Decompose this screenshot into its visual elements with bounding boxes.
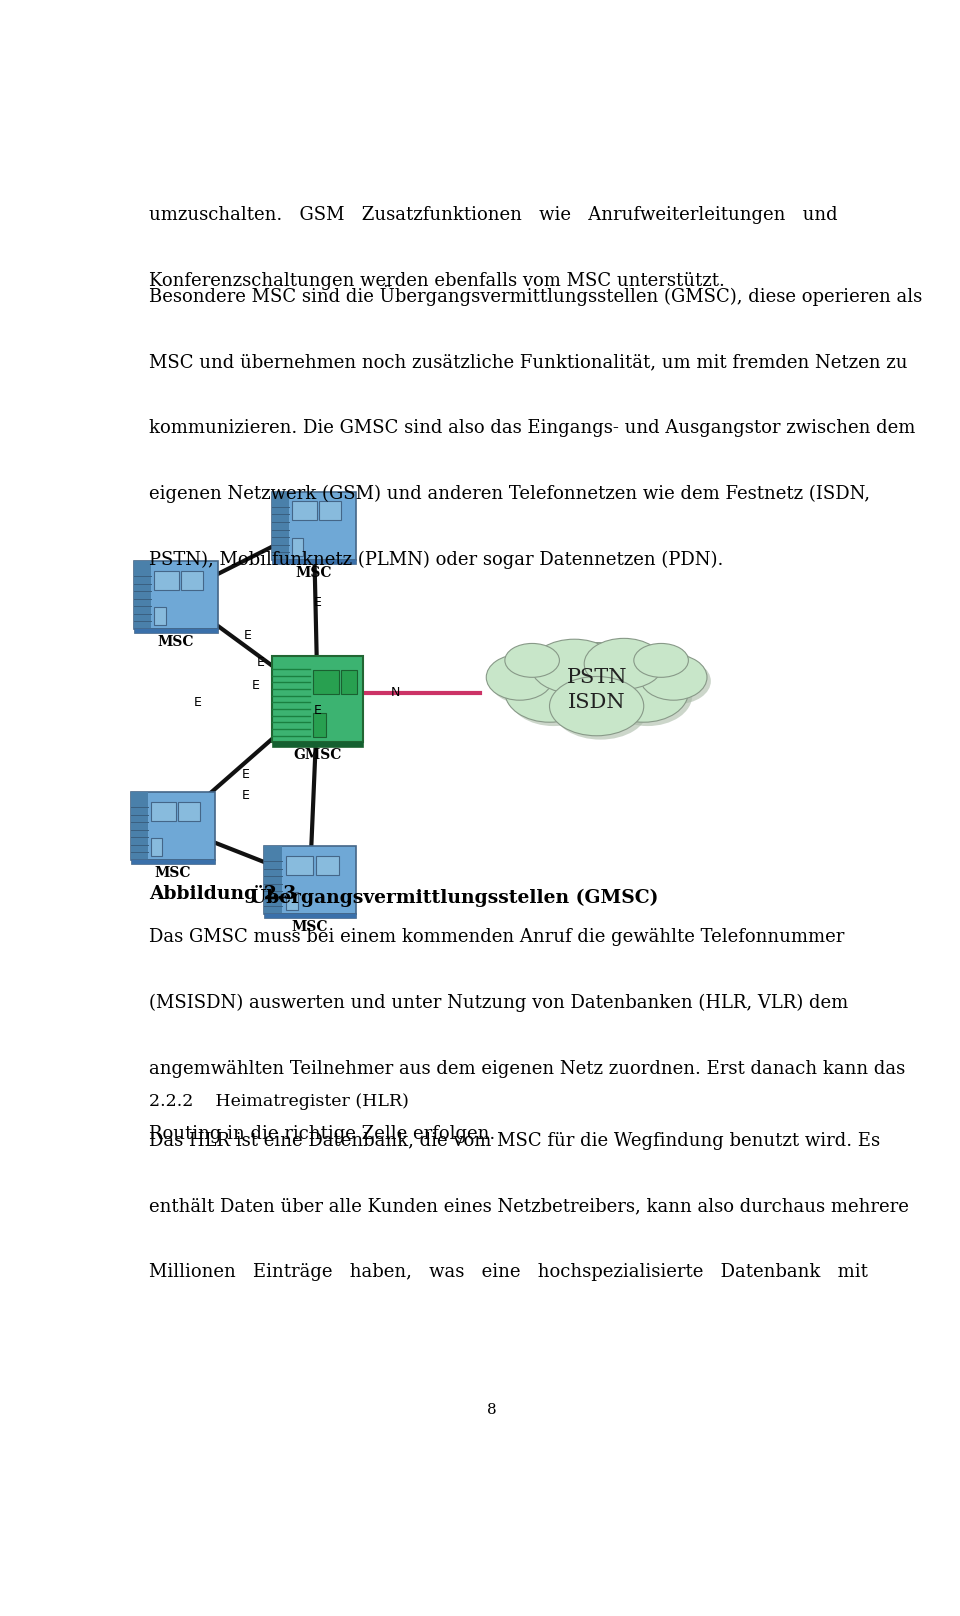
FancyBboxPatch shape [151, 802, 176, 821]
FancyBboxPatch shape [316, 855, 340, 874]
Ellipse shape [491, 658, 557, 705]
Text: E: E [257, 656, 265, 669]
Text: Übergangsvermittlungsstellen (GMSC): Übergangsvermittlungsstellen (GMSC) [251, 886, 659, 907]
FancyBboxPatch shape [313, 713, 326, 737]
FancyBboxPatch shape [320, 501, 341, 520]
Text: N: N [391, 687, 399, 700]
Text: E: E [244, 629, 252, 642]
Text: Das GMSC muss bei einem kommenden Anruf die gewählte Telefonnummer

(MSISDN) aus: Das GMSC muss bei einem kommenden Anruf … [150, 929, 905, 1143]
Ellipse shape [603, 666, 692, 726]
Ellipse shape [637, 648, 692, 682]
Ellipse shape [599, 661, 688, 722]
Text: MSC: MSC [292, 920, 328, 934]
FancyBboxPatch shape [179, 802, 200, 821]
Text: GMSC: GMSC [294, 748, 342, 763]
Text: E: E [242, 789, 250, 802]
FancyBboxPatch shape [264, 847, 355, 915]
Ellipse shape [549, 677, 644, 735]
Ellipse shape [487, 654, 553, 700]
Text: 2.2.2    Heimatregister (HLR): 2.2.2 Heimatregister (HLR) [150, 1094, 409, 1110]
Ellipse shape [539, 646, 662, 727]
Text: Abbildung 2.3: Abbildung 2.3 [150, 886, 297, 903]
FancyBboxPatch shape [272, 491, 355, 559]
FancyBboxPatch shape [272, 559, 355, 564]
Ellipse shape [585, 638, 663, 688]
Text: PSTN: PSTN [566, 667, 627, 687]
FancyBboxPatch shape [292, 538, 303, 556]
FancyBboxPatch shape [134, 561, 151, 629]
Ellipse shape [634, 643, 688, 677]
FancyBboxPatch shape [264, 913, 355, 918]
Ellipse shape [588, 642, 667, 693]
Text: E: E [242, 768, 250, 781]
Text: 8: 8 [487, 1403, 497, 1417]
Ellipse shape [531, 640, 617, 693]
FancyBboxPatch shape [131, 792, 148, 860]
Ellipse shape [553, 680, 648, 740]
FancyBboxPatch shape [292, 501, 317, 520]
Ellipse shape [505, 661, 594, 722]
FancyBboxPatch shape [154, 570, 179, 590]
FancyBboxPatch shape [341, 669, 357, 693]
FancyBboxPatch shape [134, 629, 218, 633]
Text: E: E [314, 596, 322, 609]
FancyBboxPatch shape [154, 608, 165, 625]
Ellipse shape [535, 643, 659, 724]
Text: E: E [194, 696, 202, 709]
Text: MSC: MSC [155, 866, 191, 881]
Text: E: E [252, 679, 259, 692]
FancyBboxPatch shape [272, 740, 363, 747]
FancyBboxPatch shape [313, 669, 339, 693]
FancyBboxPatch shape [134, 561, 218, 629]
Ellipse shape [640, 654, 707, 700]
FancyBboxPatch shape [131, 860, 214, 865]
Text: umzuschalten.   GSM   Zusatzfunktionen   wie   Anrufweiterleitungen   und

Konfe: umzuschalten. GSM Zusatzfunktionen wie A… [150, 207, 838, 289]
Text: ISDN: ISDN [567, 693, 625, 713]
FancyBboxPatch shape [131, 792, 214, 860]
FancyBboxPatch shape [272, 491, 289, 559]
Ellipse shape [509, 666, 598, 726]
Ellipse shape [535, 643, 621, 696]
FancyBboxPatch shape [151, 839, 162, 856]
Text: E: E [314, 705, 322, 718]
Ellipse shape [505, 643, 560, 677]
Text: MSC: MSC [296, 566, 332, 580]
FancyBboxPatch shape [285, 855, 313, 874]
Text: Das HLR ist eine Datenbank, die vom MSC für die Wegfindung benutzt wird. Es

ent: Das HLR ist eine Datenbank, die vom MSC … [150, 1131, 909, 1280]
Text: MSC: MSC [157, 635, 194, 650]
FancyBboxPatch shape [264, 847, 282, 915]
Ellipse shape [644, 658, 710, 705]
Text: Besondere MSC sind die Übergangsvermittlungsstellen (GMSC), diese operieren als
: Besondere MSC sind die Übergangsvermittl… [150, 284, 923, 569]
FancyBboxPatch shape [272, 656, 363, 742]
Ellipse shape [509, 648, 564, 682]
FancyBboxPatch shape [285, 892, 299, 910]
FancyBboxPatch shape [181, 570, 204, 590]
